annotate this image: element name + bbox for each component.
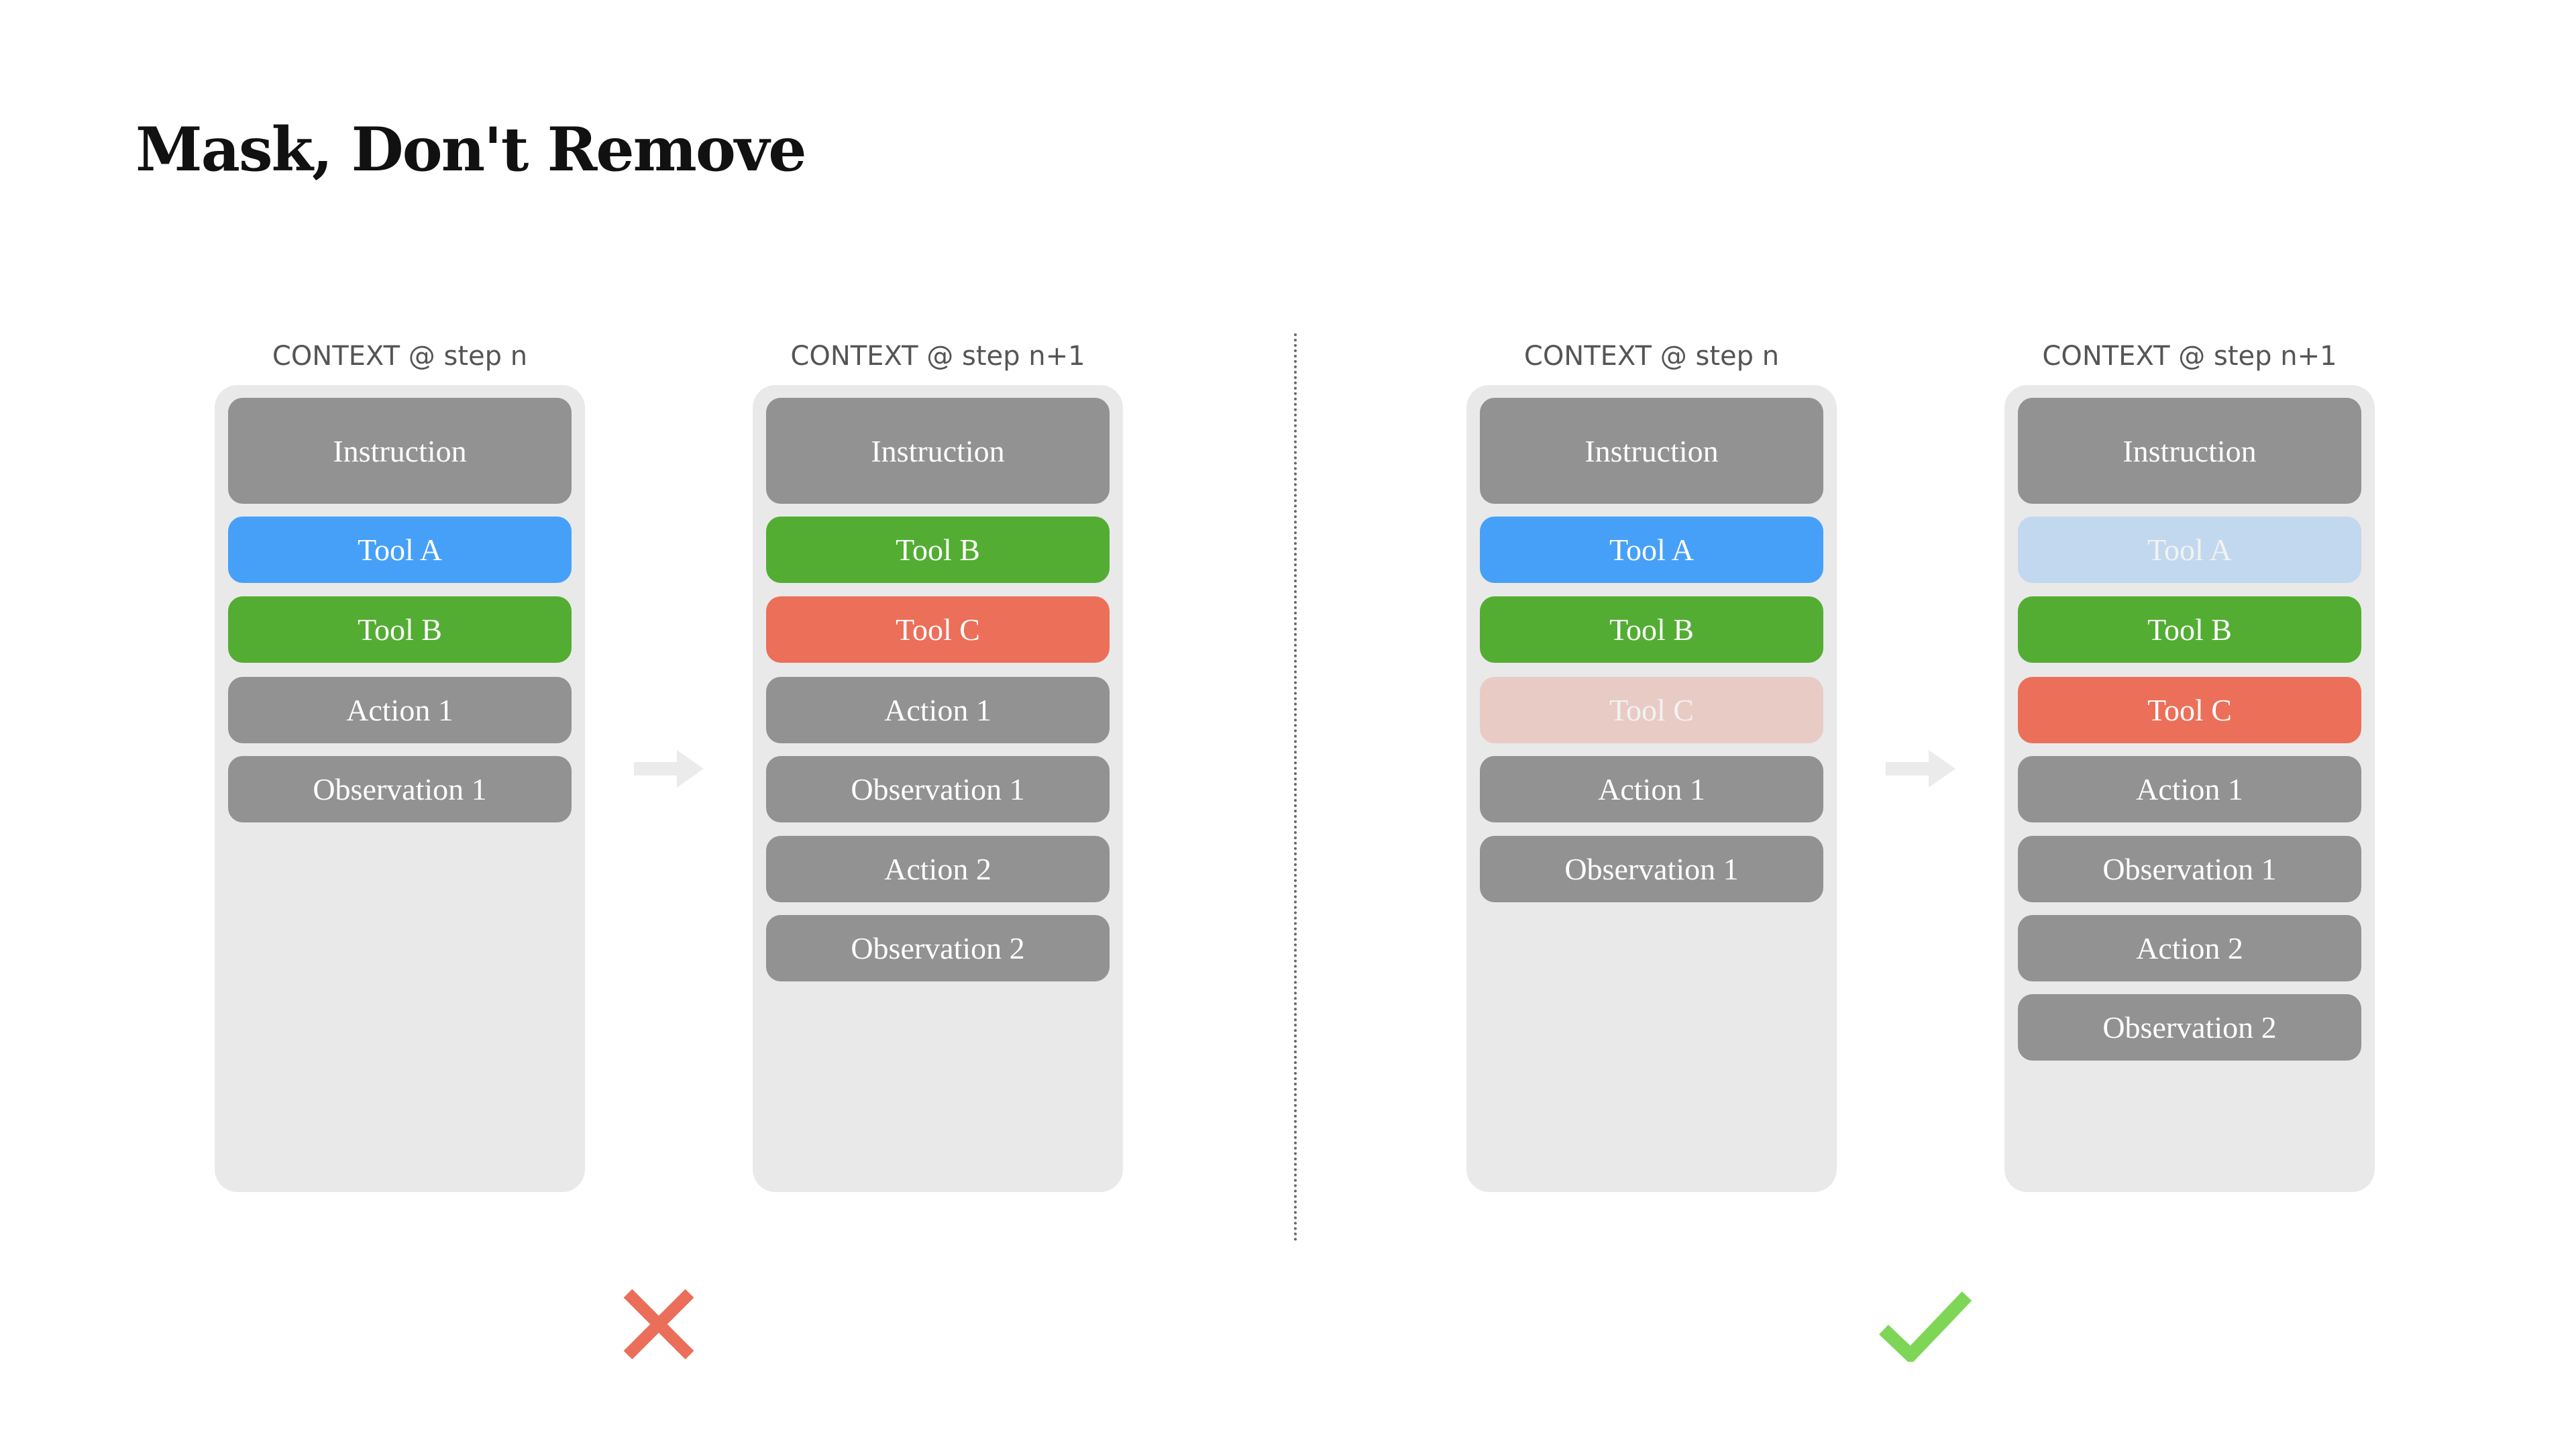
context-panel: Instruction Tool A Tool B Tool C Action 1 Obs…	[2004, 385, 2375, 1192]
check-icon	[1879, 1291, 1972, 1362]
context-block-tool-b: Tool B	[2018, 596, 2361, 663]
arrow-right-icon	[1886, 750, 1955, 788]
context-block-observation-1: Observation 1	[766, 756, 1110, 822]
page-title: Mask, Don't Remove	[136, 114, 806, 185]
context-block-action-2: Action 2	[766, 836, 1110, 902]
context-block-tool-a-masked: Tool A	[2018, 517, 2361, 583]
context-block-instruction: Instruction	[228, 398, 572, 504]
context-panel: Instruction Tool B Tool C Action 1 Observati…	[753, 385, 1123, 1192]
context-block-observation-1: Observation 1	[228, 756, 572, 822]
context-block-action-1: Action 1	[2018, 756, 2361, 822]
context-block-tool-c: Tool C	[2018, 677, 2361, 743]
context-block-action-1: Action 1	[766, 677, 1110, 743]
context-block-observation-2: Observation 2	[2018, 994, 2361, 1061]
context-panel: Instruction Tool A Tool B Tool C Action 1 Obs…	[1466, 385, 1837, 1192]
arrow-right-icon	[634, 750, 704, 788]
context-block-tool-c: Tool C	[766, 596, 1110, 663]
cross-icon	[623, 1289, 694, 1360]
context-block-observation-1: Observation 1	[1480, 836, 1823, 902]
context-panel: Instruction Tool A Tool B Action 1 Observati…	[215, 385, 585, 1192]
context-block-action-1: Action 1	[228, 677, 572, 743]
context-block-instruction: Instruction	[1480, 398, 1823, 504]
context-block-tool-a: Tool A	[228, 517, 572, 583]
context-label: CONTEXT @ step n+1	[2042, 341, 2337, 372]
context-block-tool-b: Tool B	[766, 517, 1110, 583]
context-label: CONTEXT @ step n	[272, 341, 528, 372]
context-block-instruction: Instruction	[2018, 398, 2361, 504]
context-block-tool-b: Tool B	[1480, 596, 1823, 663]
context-label: CONTEXT @ step n	[1523, 341, 1780, 372]
section-divider	[1294, 333, 1297, 1242]
context-block-tool-c-masked: Tool C	[1480, 677, 1823, 743]
context-block-tool-b: Tool B	[228, 596, 572, 663]
context-block-observation-1: Observation 1	[2018, 836, 2361, 902]
context-block-action-2: Action 2	[2018, 915, 2361, 981]
context-block-instruction: Instruction	[766, 398, 1110, 504]
context-block-observation-2: Observation 2	[766, 915, 1110, 981]
context-block-action-1: Action 1	[1480, 756, 1823, 822]
context-block-tool-a: Tool A	[1480, 517, 1823, 583]
context-label: CONTEXT @ step n+1	[790, 341, 1085, 372]
